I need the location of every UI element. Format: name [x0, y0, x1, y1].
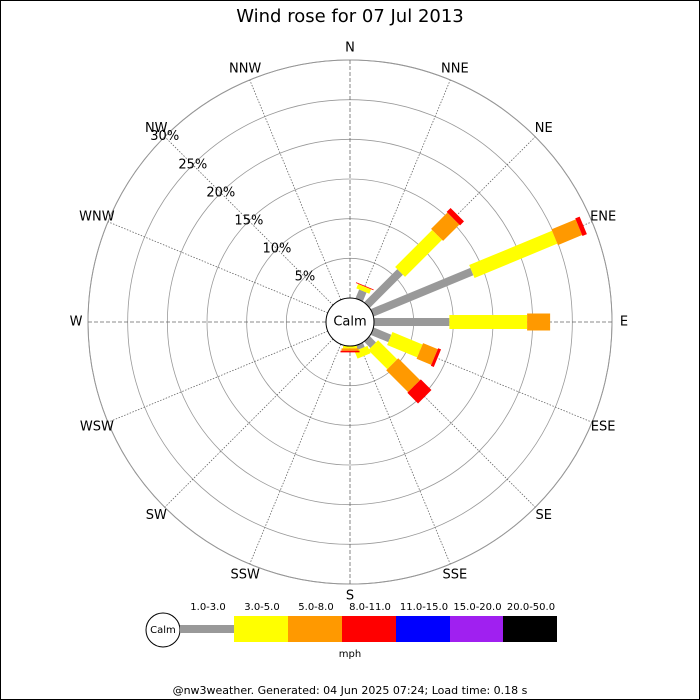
- legend-label: 15.0-20.0: [453, 602, 501, 613]
- spoke: [164, 338, 334, 508]
- legend-swatch: [234, 616, 288, 642]
- legend-label: 20.0-50.0: [507, 602, 555, 613]
- r-tick-label: 20%: [206, 185, 235, 200]
- direction-label: SW: [146, 508, 167, 523]
- legend-label: 1.0-3.0: [190, 602, 225, 613]
- direction-label: SE: [536, 508, 552, 523]
- direction-label: SSE: [442, 568, 467, 583]
- chart-title: Wind rose for 07 Jul 2013: [236, 6, 464, 27]
- spoke: [249, 344, 342, 565]
- rose-segment: [355, 342, 365, 351]
- spoke: [358, 79, 451, 300]
- unit-label: mph: [339, 649, 361, 660]
- legend-label: 5.0-8.0: [298, 602, 333, 613]
- spoke: [358, 344, 451, 565]
- direction-label: S: [346, 589, 354, 604]
- direction-label: NNW: [229, 61, 261, 76]
- legend-swatch: [450, 616, 503, 642]
- legend-swatch: [396, 616, 450, 642]
- rose-segment: [368, 340, 398, 370]
- calm-circle: [325, 297, 375, 347]
- direction-label: NNE: [441, 61, 469, 76]
- legend-calm-label: Calm: [150, 625, 176, 636]
- spoke: [107, 221, 328, 314]
- rose-segment: [431, 212, 460, 241]
- rose-segment: [551, 219, 583, 246]
- rose-segment: [364, 269, 403, 308]
- direction-label: W: [70, 315, 83, 330]
- rose-segment: [386, 358, 421, 393]
- calm-label: Calm: [333, 315, 366, 330]
- r-tick-label: 30%: [150, 129, 179, 144]
- rose-segment: [370, 267, 474, 317]
- r-tick-label: 15%: [234, 213, 263, 228]
- rose-segment: [395, 229, 443, 277]
- direction-label: ENE: [590, 210, 616, 225]
- rose-segment: [356, 283, 372, 294]
- rose-segment: [354, 345, 371, 359]
- rose-segment: [407, 379, 432, 404]
- rose-segment: [355, 289, 367, 302]
- spoke: [249, 79, 342, 300]
- rose-segment: [416, 343, 438, 365]
- r-tick-label: 5%: [295, 269, 316, 284]
- legend-swatch: [342, 616, 396, 642]
- direction-label: WSW: [80, 419, 114, 434]
- direction-label: E: [620, 315, 628, 330]
- legend-label: 8.0-11.0: [349, 602, 391, 613]
- rose-segment: [370, 327, 392, 343]
- direction-label: ESE: [591, 419, 616, 434]
- rose-segment: [387, 332, 423, 358]
- direction-label: NW: [145, 121, 168, 136]
- rose-segment: [430, 348, 442, 367]
- direction-label: N: [345, 41, 355, 56]
- legend-label: 11.0-15.0: [400, 602, 448, 613]
- r-tick-label: 10%: [262, 241, 291, 256]
- direction-label: SSW: [230, 568, 260, 583]
- rose-segment: [575, 216, 587, 236]
- legend-label: 3.0-5.0: [244, 602, 279, 613]
- spoke: [164, 136, 334, 306]
- r-tick-label: 25%: [178, 157, 207, 172]
- rose-segment: [469, 230, 558, 278]
- legend-swatch: [288, 616, 342, 642]
- spoke: [107, 330, 328, 423]
- direction-label: WNW: [79, 210, 115, 225]
- rose-segment: [364, 336, 376, 348]
- footer: @nw3weather. Generated: 04 Jun 2025 07:2…: [173, 684, 528, 697]
- legend-swatch: [503, 616, 557, 642]
- direction-label: NE: [535, 121, 553, 136]
- rose-segment: [446, 207, 465, 226]
